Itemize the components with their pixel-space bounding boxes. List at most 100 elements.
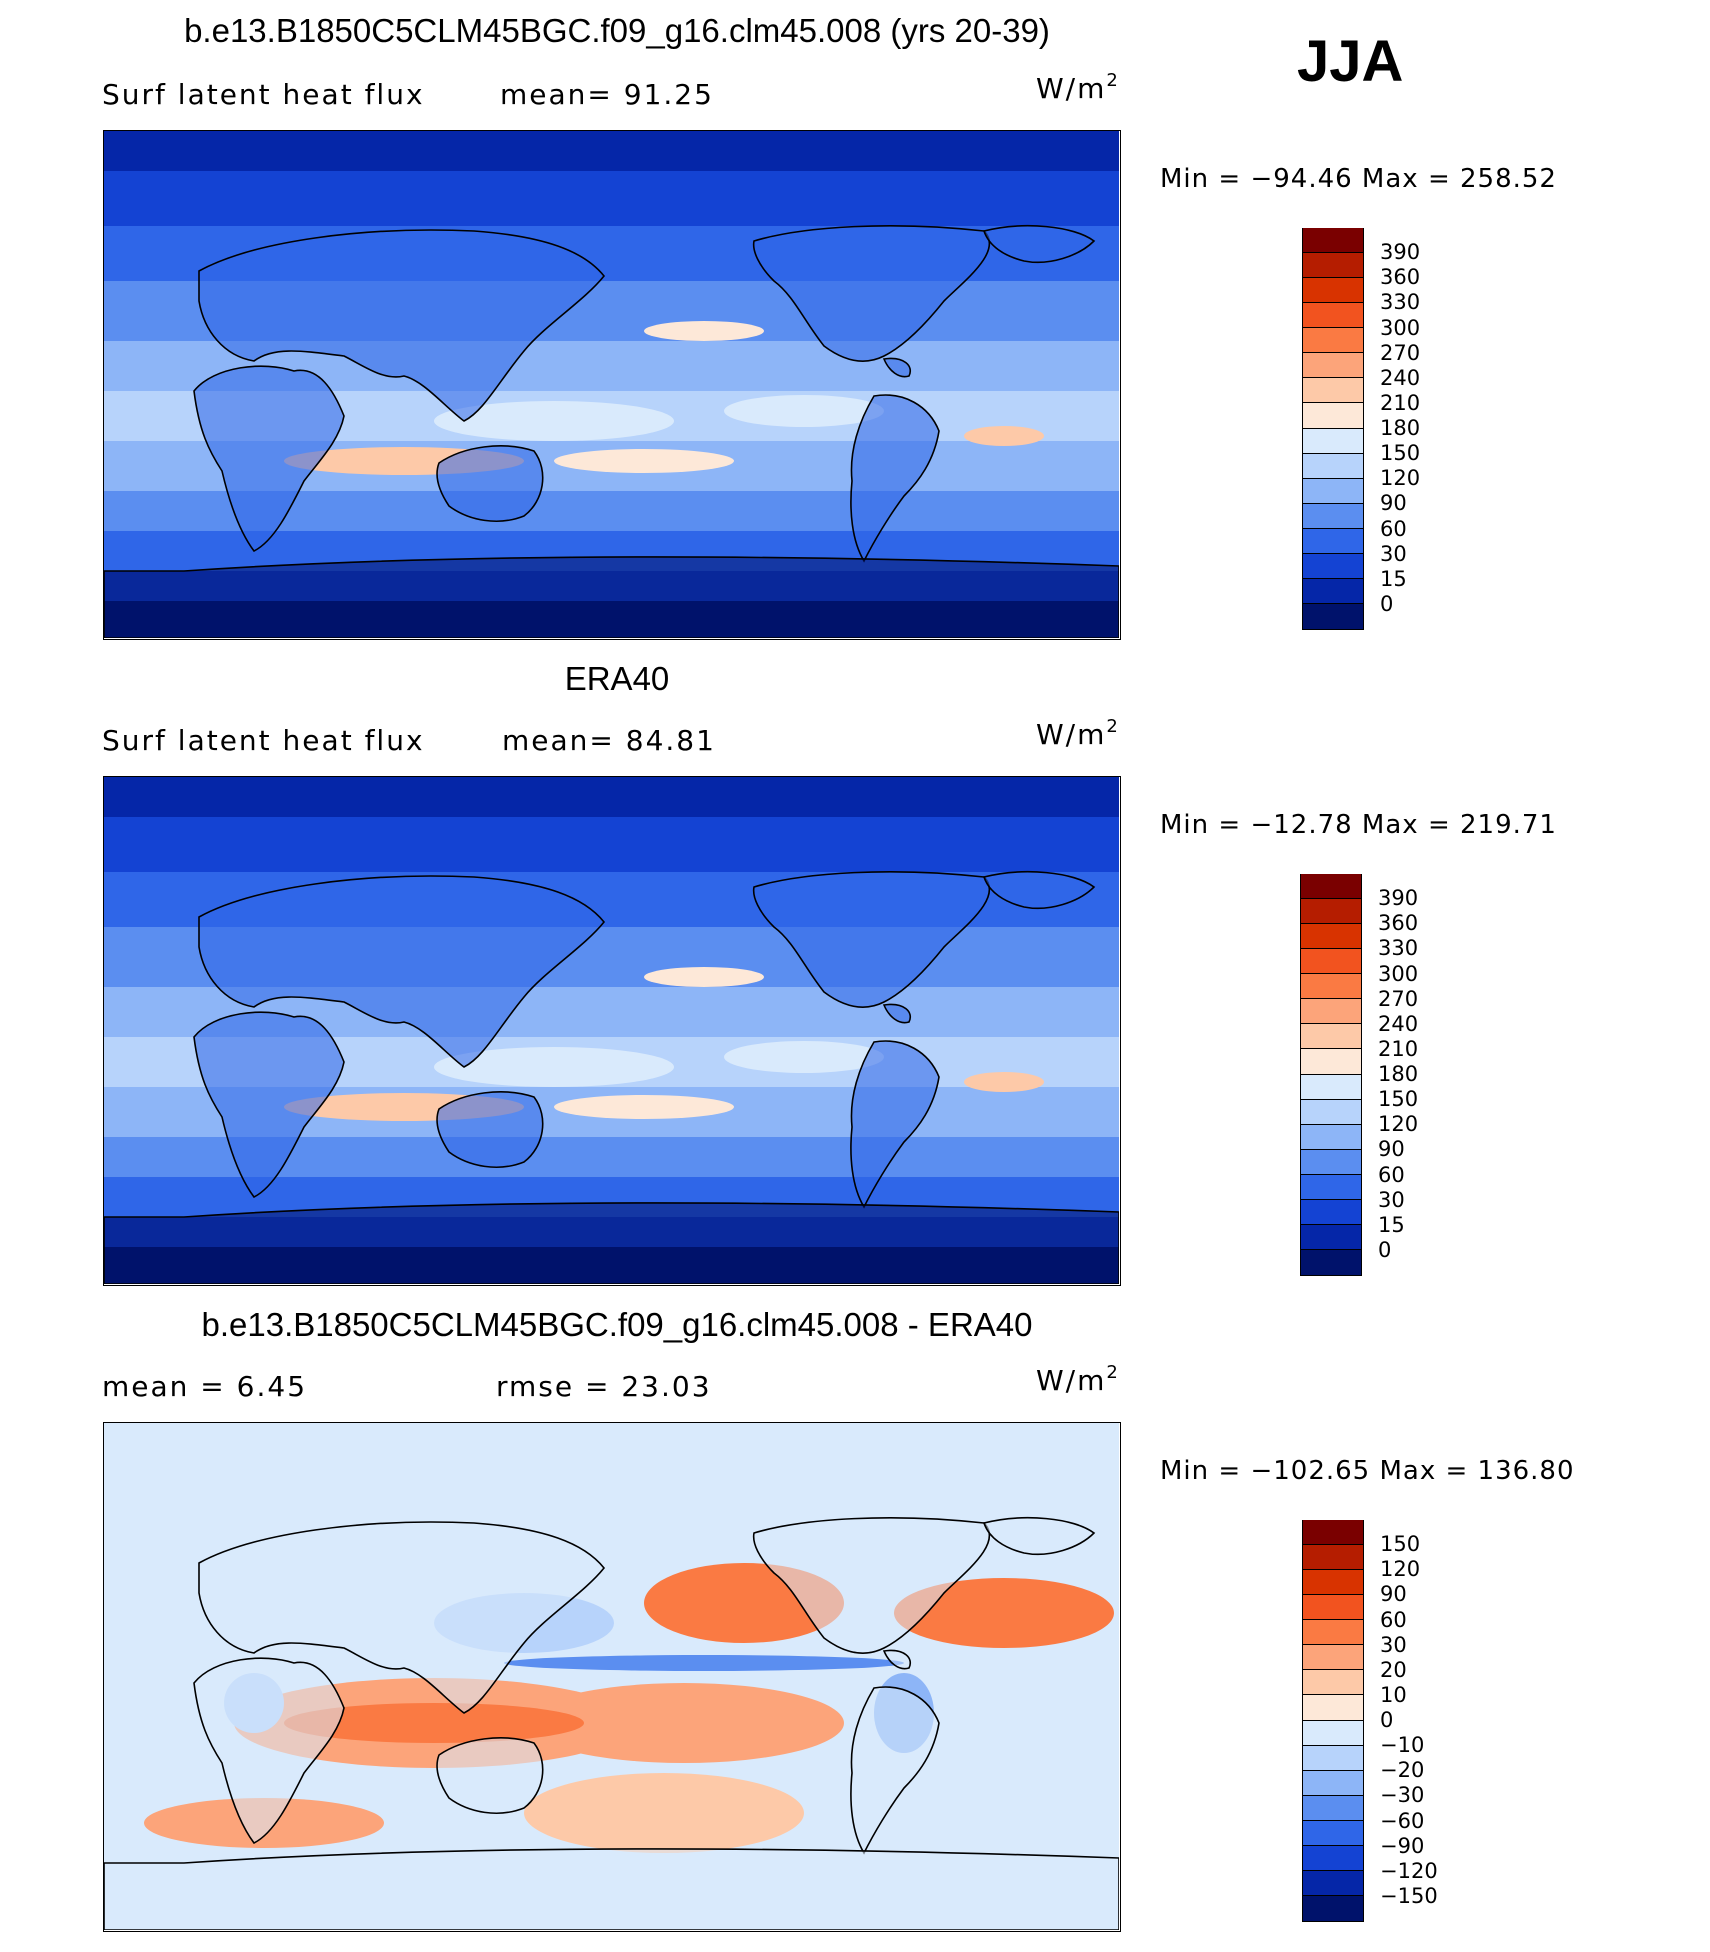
panel-3-colorbar-swatch xyxy=(1303,1594,1363,1620)
panel-1-colorbar-swatch xyxy=(1303,378,1363,404)
panel-3-colorbar-level-label: −60 xyxy=(1380,1808,1425,1833)
panel-1-map-field-region xyxy=(724,395,884,427)
panel-3-map-coastline xyxy=(198,1521,606,1714)
panel-3-map-coastline xyxy=(982,1517,1096,1556)
panel-3-colorbar-level-label: 30 xyxy=(1380,1632,1407,1657)
panel-3-colorbar-swatch xyxy=(1303,1770,1363,1796)
panel-1-mean-label: mean= 91.25 xyxy=(500,78,714,111)
panel-3-colorbar-swatch xyxy=(1303,1519,1363,1545)
panel-3-colorbar-level-label: 150 xyxy=(1380,1532,1421,1557)
panel-3-map-field-region xyxy=(504,1655,904,1671)
panel-2-colorbar-swatch xyxy=(1301,1200,1361,1226)
panel-2-mean-label: mean= 84.81 xyxy=(502,724,716,757)
panel-1-map-coastline xyxy=(436,445,544,522)
panel-1-colorbar-level-label: 210 xyxy=(1380,390,1421,415)
panel-3-min-max: Min = −102.65 Max = 136.80 xyxy=(1160,1456,1575,1486)
panel-1-map-coastline xyxy=(104,556,1119,638)
panel-1-colorbar-level-label: 270 xyxy=(1380,340,1421,365)
panel-3-map-field-region xyxy=(894,1578,1114,1648)
panel-1-map-coastline xyxy=(882,357,911,378)
panel-3-colorbar-swatch xyxy=(1303,1821,1363,1847)
panel-1-map-field-region xyxy=(644,321,764,341)
panel-2-map-coastline xyxy=(752,871,991,1008)
panel-3-colorbar-level-label: 20 xyxy=(1380,1657,1407,1682)
panel-1-map-field-band xyxy=(104,171,1119,226)
panel-1-colorbar-swatch xyxy=(1303,227,1363,253)
panel-1-colorbar: 390 360 330 300 270 240 210 180 150 120 90 60 30 15 0 xyxy=(1302,227,1502,630)
panel-1-colorbar-level-label: 180 xyxy=(1380,416,1421,440)
panel-2-colorbar-level-label: 360 xyxy=(1378,911,1419,936)
panel-3-colorbar-swatch xyxy=(1303,1720,1363,1746)
panel-3-colorbar-swatch xyxy=(1303,1745,1363,1771)
panel-3-colorbar-level-label: −30 xyxy=(1380,1783,1425,1808)
panel-1-colorbar-swatch xyxy=(1303,252,1363,278)
panel-3-colorbar-level-label: 90 xyxy=(1380,1582,1407,1607)
panel-2-colorbar-swatch xyxy=(1301,948,1361,974)
panel-1-colorbar-level-label: 120 xyxy=(1380,466,1421,491)
season-label: JJA xyxy=(1297,29,1404,94)
panel-3-colorbar-swatch xyxy=(1303,1695,1363,1721)
panel-2-colorbar-level-label: 240 xyxy=(1378,1011,1419,1036)
panel-1-colorbar-swatch xyxy=(1303,604,1363,630)
panel-2-colorbar: 390 360 330 300 270 240 210 180 150 120 90 60 30 15 0 xyxy=(1300,873,1500,1276)
panel-2-colorbar-level-label: 15 xyxy=(1378,1212,1405,1237)
panel-3-mean-label: mean = 6.45 xyxy=(102,1370,308,1403)
panel-3-units: W/m2 xyxy=(1036,1362,1120,1397)
panel-1-colorbar-level-label: 240 xyxy=(1380,365,1421,390)
panel-3-map-coastline xyxy=(436,1737,544,1814)
panel-1-colorbar-level-label: 300 xyxy=(1380,315,1421,340)
panel-3-colorbar-level-label: 10 xyxy=(1380,1682,1407,1707)
panel-2-colorbar-level-label: 390 xyxy=(1378,886,1419,911)
panel-2-map-field-region xyxy=(434,1047,674,1087)
panel-1-colorbar-level-label: 390 xyxy=(1380,240,1421,265)
panel-1-colorbar-swatch xyxy=(1303,403,1363,429)
panel-2-min-max: Min = −12.78 Max = 219.71 xyxy=(1160,810,1557,840)
panel-3-colorbar-level-label: −10 xyxy=(1380,1733,1425,1758)
panel-2-map-coastline xyxy=(850,1040,940,1209)
panel-1-colorbar-swatch xyxy=(1303,554,1363,580)
panel-2-colorbar-swatch xyxy=(1301,1099,1361,1125)
panel-3-colorbar-level-label: 0 xyxy=(1380,1708,1394,1732)
panel-2-map-field-region xyxy=(644,967,764,987)
panel-1-colorbar-swatch xyxy=(1303,328,1363,354)
panel-2-colorbar-level-label: 60 xyxy=(1378,1162,1405,1187)
panel-1-colorbar-swatch xyxy=(1303,277,1363,303)
panel-3-title: b.e13.B1850C5CLM45BGC.f09_g16.clm45.008 … xyxy=(201,1306,1033,1343)
panel-1-map-coastline xyxy=(850,394,940,563)
panel-1-colorbar-level-label: 330 xyxy=(1380,290,1421,315)
panel-1-variable-label: Surf latent heat flux xyxy=(102,78,425,111)
panel-1-map-coastline xyxy=(752,225,991,362)
panel-2-colorbar-level-label: 90 xyxy=(1378,1137,1405,1162)
panel-2-map-coastline xyxy=(104,1202,1119,1284)
panel-3-colorbar-level-label: −90 xyxy=(1380,1833,1425,1858)
panel-1-map-field-band xyxy=(104,131,1119,171)
panel-2-colorbar-swatch xyxy=(1301,1024,1361,1050)
panel-2-colorbar-swatch xyxy=(1301,1225,1361,1251)
panel-2-map-coastline xyxy=(436,1091,544,1168)
panel-3-map-field-region xyxy=(524,1773,804,1853)
panel-2-colorbar-swatch xyxy=(1301,1074,1361,1100)
panel-3-map-field-region xyxy=(284,1703,584,1743)
panel-1-colorbar-swatch xyxy=(1303,529,1363,555)
panel-1-colorbar-swatch xyxy=(1303,453,1363,479)
panel-3-map-coastline xyxy=(104,1848,1119,1930)
panel-3-colorbar-swatch xyxy=(1303,1795,1363,1821)
panel-2-map xyxy=(103,776,1121,1286)
panel-1-colorbar-level-label: 60 xyxy=(1380,516,1407,541)
panel-1-map-coastline xyxy=(198,229,606,422)
panel-2-variable-label: Surf latent heat flux xyxy=(102,724,425,757)
panel-2-colorbar-swatch xyxy=(1301,974,1361,1000)
panel-3-colorbar-swatch xyxy=(1303,1871,1363,1897)
panel-3-colorbar-level-label: 60 xyxy=(1380,1607,1407,1632)
panel-2-colorbar-swatch xyxy=(1301,1149,1361,1175)
panel-1-colorbar-swatch xyxy=(1303,353,1363,379)
panel-2-colorbar-swatch xyxy=(1301,923,1361,949)
panel-2-colorbar-swatch xyxy=(1301,999,1361,1025)
panel-2-map-coastline xyxy=(198,875,606,1068)
panel-3-colorbar: 150 120 90 60 30 20 10 0 −10 −20 −30 −60 −90 −120 −150 xyxy=(1302,1519,1502,1922)
panel-2-map-field-region xyxy=(964,1072,1044,1092)
panel-3-colorbar-swatch xyxy=(1303,1544,1363,1570)
panel-2-colorbar-level-label: 0 xyxy=(1378,1237,1392,1262)
panel-1-map-field-region xyxy=(434,401,674,441)
panel-1-colorbar-level-label: 0 xyxy=(1380,591,1394,616)
